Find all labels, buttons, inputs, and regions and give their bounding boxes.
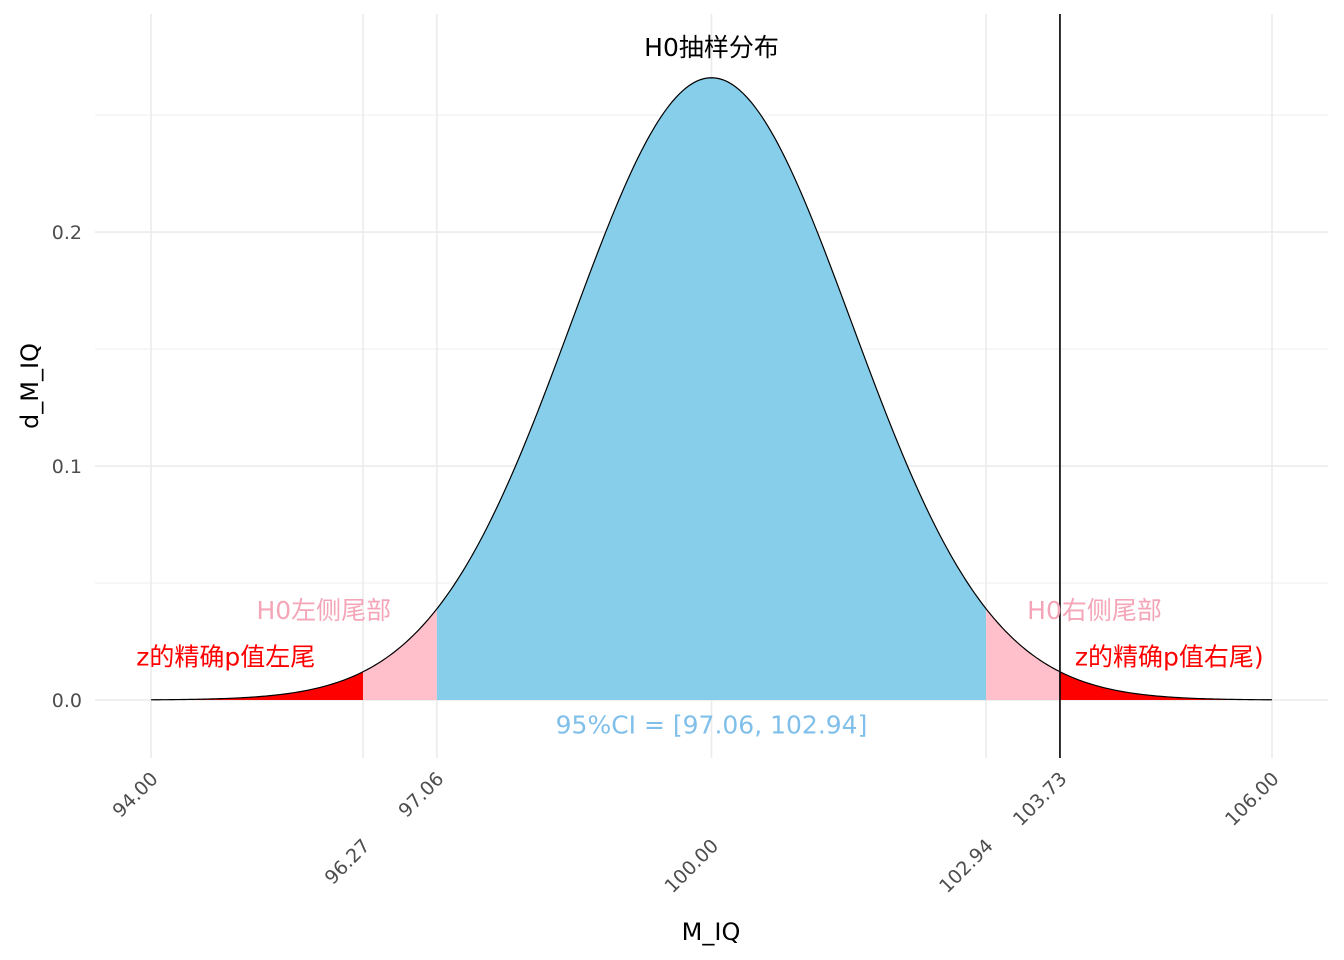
- annotation-h0-left-tail: H0左侧尾部: [256, 596, 391, 625]
- x-tick-label-4: 102.94: [935, 835, 998, 898]
- annotation-z-right: z的精确p值右尾): [1075, 643, 1264, 672]
- y-tick-label-0: 0.0: [52, 690, 82, 712]
- annotation-z-left: z的精确p值左尾: [136, 643, 315, 672]
- x-tick-label-1: 96.27: [321, 835, 375, 889]
- annotation-h0-dist: H0抽样分布: [644, 33, 779, 62]
- x-tick-label-3: 100.00: [660, 835, 723, 898]
- annotations: H0抽样分布 H0左侧尾部 H0右侧尾部 z的精确p值左尾 z的精确p值右尾) 95%CI…: [136, 33, 1263, 739]
- density-areas: [151, 77, 1272, 700]
- region-3: [986, 608, 1060, 700]
- annotation-ci: 95%CI = [97.06, 102.94]: [556, 711, 868, 740]
- x-tick-label-6: 106.00: [1221, 768, 1284, 831]
- annotation-h0-right-tail: H0右侧尾部: [1027, 596, 1162, 625]
- y-tick-label-2: 0.2: [52, 222, 82, 244]
- x-tick-label-0: 94.00: [109, 768, 163, 822]
- x-tick-label-5: 103.73: [1009, 768, 1072, 831]
- y-axis-ticks: 0.0 0.1 0.2: [52, 222, 82, 712]
- density-curve: [150, 77, 1273, 701]
- region-0: [151, 671, 364, 700]
- region-2: [436, 77, 987, 700]
- x-axis-title: M_IQ: [682, 918, 741, 946]
- x-tick-label-2: 97.06: [394, 768, 448, 822]
- region-1: [363, 608, 437, 700]
- y-tick-label-1: 0.1: [52, 456, 82, 478]
- region-4: [1059, 671, 1272, 700]
- y-axis-title: d_M_IQ: [16, 343, 44, 429]
